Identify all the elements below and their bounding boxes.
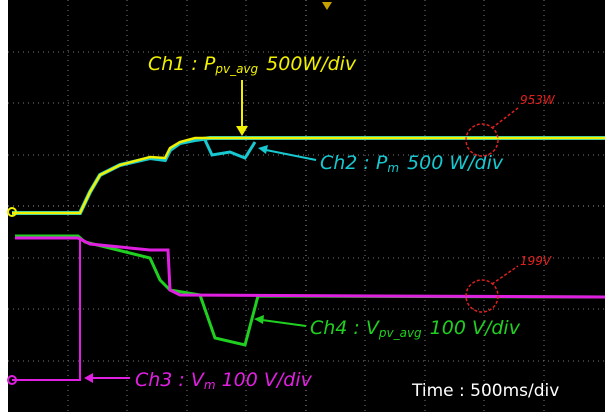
- timebase: Time : 500ms/div: [411, 381, 559, 401]
- marker-label: 953W: [520, 93, 556, 107]
- marker-label: 199V: [520, 254, 552, 268]
- scope-screen: Ch1 : Ppv_avg500W/div Ch2 : Pm500 W/div …: [0, 0, 607, 416]
